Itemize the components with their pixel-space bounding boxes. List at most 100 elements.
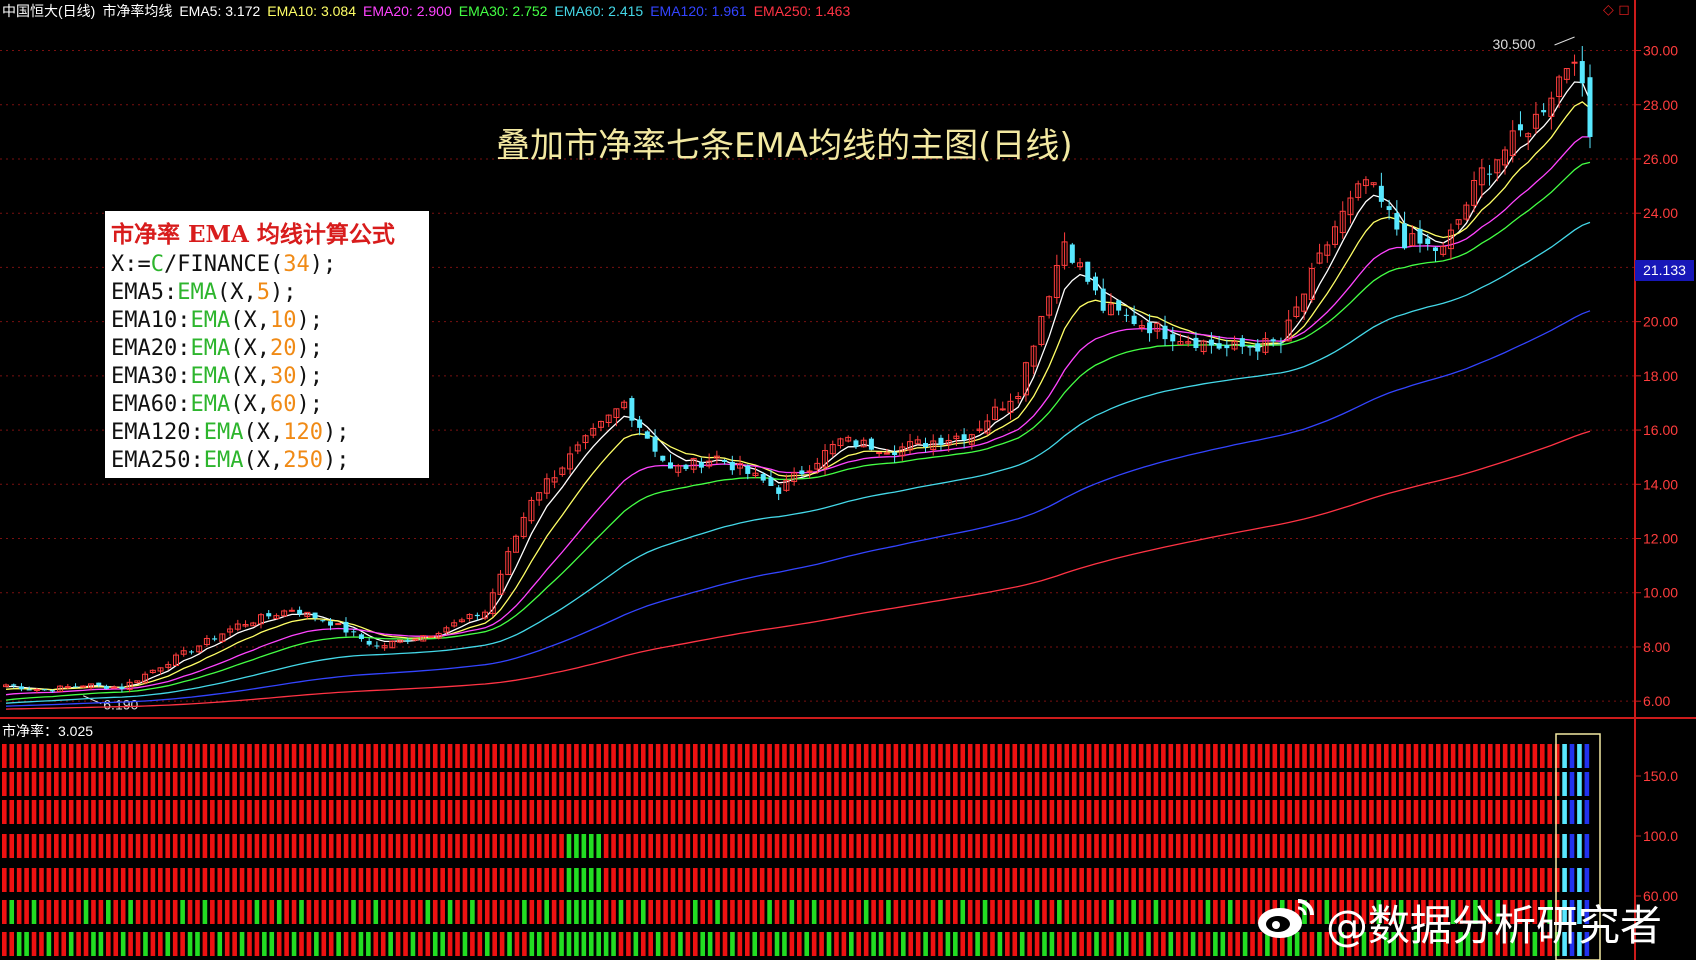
pb-bar <box>492 744 497 768</box>
pb-bar <box>1064 744 1070 768</box>
pb-bar <box>328 744 334 768</box>
pb-bar <box>1450 900 1456 924</box>
pb-bar <box>774 744 780 768</box>
pb-bar <box>849 932 854 956</box>
candle <box>528 496 535 524</box>
candle-body <box>165 664 172 668</box>
pb-bar <box>1146 744 1151 768</box>
pb-bar <box>737 900 743 924</box>
pb-bar <box>507 834 512 858</box>
candle <box>119 683 125 693</box>
pb-bar <box>1079 744 1084 768</box>
pb-bar <box>901 932 906 956</box>
pb-bar <box>1005 800 1010 824</box>
pb-bar <box>1101 834 1107 858</box>
pb-bar <box>358 900 364 924</box>
pb-bar <box>1369 868 1374 892</box>
pb-bar <box>588 772 594 796</box>
candle-body <box>637 419 643 428</box>
candle <box>412 638 419 642</box>
pb-bar <box>1331 800 1337 824</box>
pb-bar <box>1324 900 1330 924</box>
pb-bar <box>202 800 208 824</box>
pb-bar <box>945 932 951 956</box>
candle <box>103 684 109 690</box>
pb-bar <box>522 868 527 892</box>
pb-bar <box>893 834 899 858</box>
pb-bar <box>507 800 512 824</box>
pb-bar <box>544 744 549 768</box>
candle-body <box>1185 341 1192 344</box>
pb-bar <box>299 834 304 858</box>
pb-bar <box>707 932 713 956</box>
pb-bar <box>180 932 185 956</box>
pb-bar <box>1027 932 1032 956</box>
candle-body <box>1532 113 1539 129</box>
pb-bar <box>291 932 297 956</box>
pb-bar <box>16 772 22 796</box>
pb-bar <box>1532 772 1538 796</box>
y-tick-label: 12.00 <box>1643 531 1678 547</box>
pb-bar <box>61 932 67 956</box>
pb-bar <box>46 834 52 858</box>
candle-body <box>80 685 87 688</box>
pb-bar <box>804 868 810 892</box>
pb-bar <box>730 932 735 956</box>
pb-bar <box>700 772 706 796</box>
y-tick-label: 30.00 <box>1643 43 1678 59</box>
pb-bar <box>819 800 824 824</box>
pb-bar <box>1138 834 1144 858</box>
pb-bar <box>366 932 371 956</box>
pb-bar <box>1495 800 1501 824</box>
pb-bar <box>1406 932 1411 956</box>
pb-bar <box>1272 932 1278 956</box>
candle-body <box>1278 342 1284 344</box>
pb-bar <box>692 772 698 796</box>
pb-bar <box>1294 744 1300 768</box>
pb-bar <box>143 900 148 924</box>
pb-bar <box>536 900 542 924</box>
pb-bar <box>1376 932 1382 956</box>
pb-bar <box>1317 868 1322 892</box>
pb-bar <box>1361 772 1367 796</box>
pb-bar <box>1175 834 1181 858</box>
pb-bar <box>484 800 490 824</box>
candle <box>945 434 952 452</box>
pb-bar <box>1034 744 1040 768</box>
pb-bar <box>410 772 416 796</box>
pb-bar <box>1487 834 1493 858</box>
pb-bar <box>707 772 713 796</box>
candle-body <box>613 408 620 418</box>
candle-body <box>1255 343 1261 352</box>
pb-bar <box>410 834 416 858</box>
pb-bar <box>863 744 869 768</box>
pb-bar <box>1227 932 1233 956</box>
stock-name[interactable]: 中国恒大(日线) <box>2 3 96 19</box>
pb-bar <box>1168 772 1174 796</box>
candle-body <box>26 689 32 691</box>
pb-bar <box>1361 900 1367 924</box>
pb-bar <box>180 800 185 824</box>
pb-bar <box>1101 744 1107 768</box>
pb-bar <box>1443 932 1449 956</box>
candle-body <box>574 444 581 452</box>
pb-bar <box>1302 834 1307 858</box>
pb-bar <box>915 834 921 858</box>
pb-bar <box>1346 800 1352 824</box>
pb-bar <box>321 900 327 924</box>
pb-bar <box>1138 932 1144 956</box>
pb-bar <box>343 932 349 956</box>
pb-bar <box>120 868 126 892</box>
candle <box>1231 335 1238 351</box>
pb-bar <box>499 744 505 768</box>
pb-bar <box>1057 932 1062 956</box>
pb-bar <box>16 800 22 824</box>
pb-bar <box>24 932 29 956</box>
pb-bar <box>923 800 928 824</box>
pb-bar <box>291 772 297 796</box>
pb-bar <box>722 834 728 858</box>
window-controls-icon[interactable]: ◇ ◻ <box>1603 2 1630 18</box>
pb-bar <box>455 834 460 858</box>
pb-bar <box>470 800 475 824</box>
